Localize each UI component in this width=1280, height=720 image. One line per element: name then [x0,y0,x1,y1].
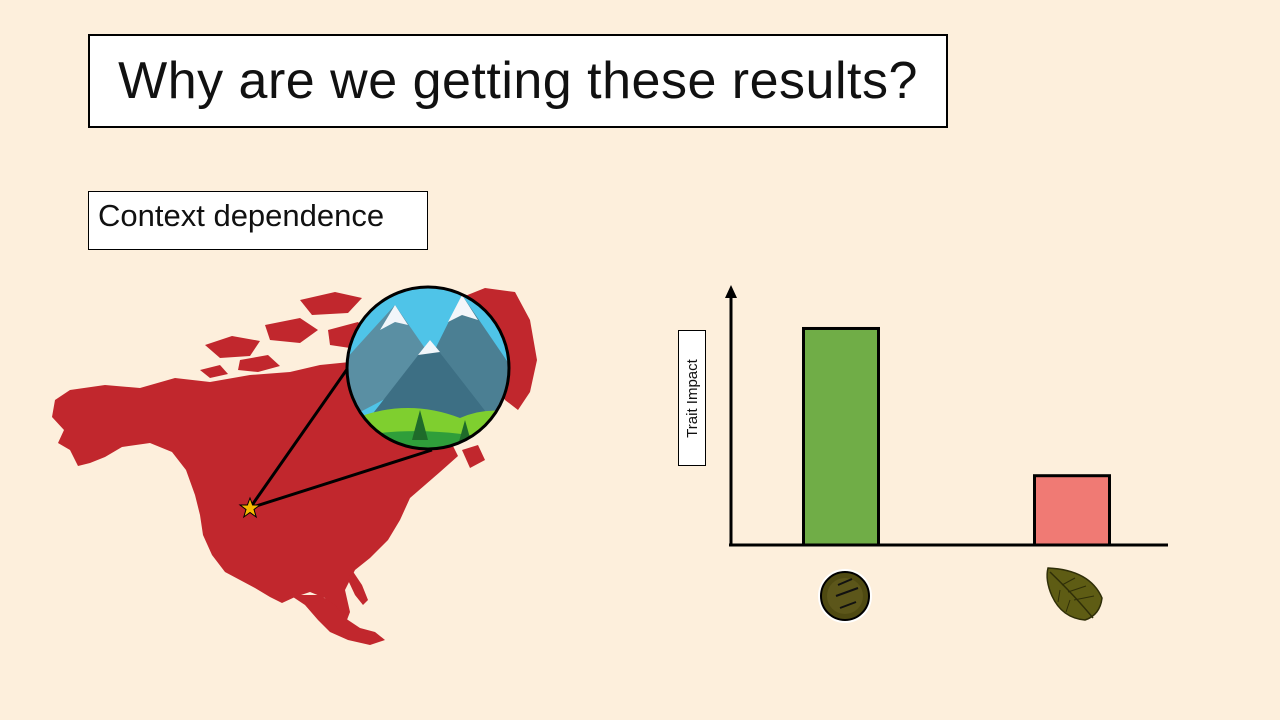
inset-connector-line [248,364,352,509]
bar-leaf [1033,474,1111,547]
slide-title: Why are we getting these results? [118,52,918,110]
subtitle-text: Context dependence [98,198,385,233]
leaf-icon [1046,567,1103,621]
inset-circle-border [345,285,511,451]
seed-icon [818,569,872,623]
bar-seed [802,326,880,547]
inset-connector-line [249,448,433,510]
subtitle-box: Context dependence [88,191,428,250]
slide-title-box: Why are we getting these results? [88,34,948,128]
y-axis-label-box: Trait Impact [678,330,706,466]
y-axis-arrow [725,285,737,298]
y-axis-label: Trait Impact [683,358,701,438]
star-icon [238,496,262,519]
